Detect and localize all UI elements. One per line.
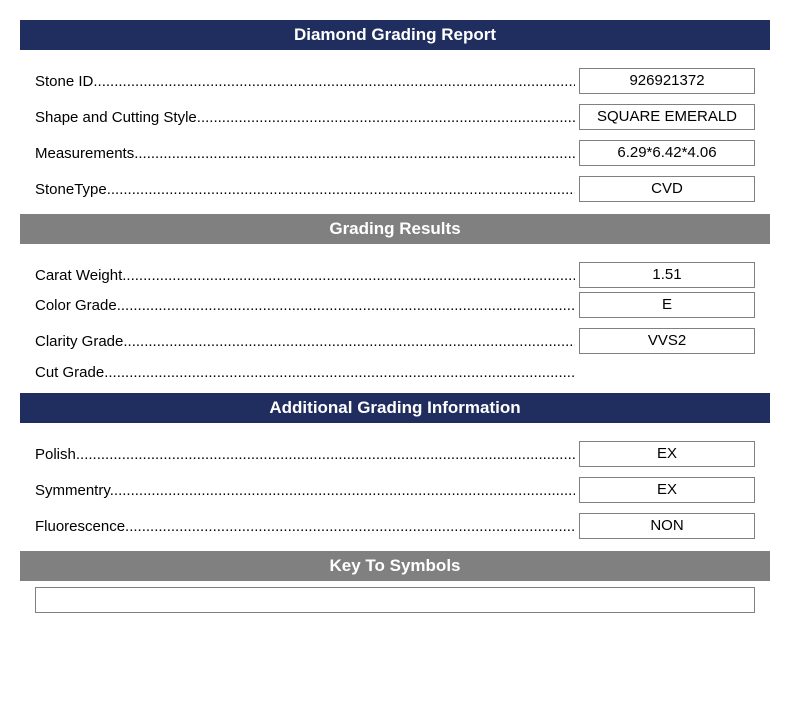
value-clarity: VVS2 [579,328,755,354]
label-stone-id: Stone ID [35,73,575,90]
label-shape: Shape and Cutting Style [35,109,575,126]
row-measurements: Measurements 6.29*6.42*4.06 [20,140,770,166]
value-stone-id: 926921372 [579,68,755,94]
label-symmetry: Symmentry [35,482,575,499]
row-clarity: Clarity Grade VVS2 [20,328,770,354]
additional-title: Additional Grading Information [269,398,520,417]
label-measurements: Measurements [35,145,575,162]
grading-title-bar: Grading Results [20,214,770,244]
row-carat: Carat Weight 1.51 [20,262,770,288]
grading-section: Carat Weight 1.51 Color Grade E Clarity … [20,262,770,381]
key-symbols-box [35,587,755,613]
row-fluorescence: Fluorescence NON [20,513,770,539]
row-cut: Cut Grade [20,364,770,381]
row-polish: Polish EX [20,441,770,467]
row-symmetry: Symmentry EX [20,477,770,503]
label-color: Color Grade [35,297,575,314]
label-fluorescence: Fluorescence [35,518,575,535]
additional-title-bar: Additional Grading Information [20,393,770,423]
key-title-bar: Key To Symbols [20,551,770,581]
report-title: Diamond Grading Report [294,25,496,44]
value-symmetry: EX [579,477,755,503]
value-shape: SQUARE EMERALD [579,104,755,130]
label-clarity: Clarity Grade [35,333,575,350]
report-title-bar: Diamond Grading Report [20,20,770,50]
value-polish: EX [579,441,755,467]
main-section: Stone ID 926921372 Shape and Cutting Sty… [20,68,770,202]
row-color: Color Grade E [20,292,770,318]
grading-title: Grading Results [329,219,460,238]
additional-section: Polish EX Symmentry EX Fluorescence NON [20,441,770,539]
label-cut: Cut Grade [35,364,575,381]
label-carat: Carat Weight [35,267,575,284]
row-stonetype: StoneType CVD [20,176,770,202]
value-color: E [579,292,755,318]
row-stone-id: Stone ID 926921372 [20,68,770,94]
label-stonetype: StoneType [35,181,575,198]
value-fluorescence: NON [579,513,755,539]
value-stonetype: CVD [579,176,755,202]
key-title: Key To Symbols [330,556,461,575]
value-carat: 1.51 [579,262,755,288]
label-polish: Polish [35,446,575,463]
row-shape: Shape and Cutting Style SQUARE EMERALD [20,104,770,130]
value-measurements: 6.29*6.42*4.06 [579,140,755,166]
